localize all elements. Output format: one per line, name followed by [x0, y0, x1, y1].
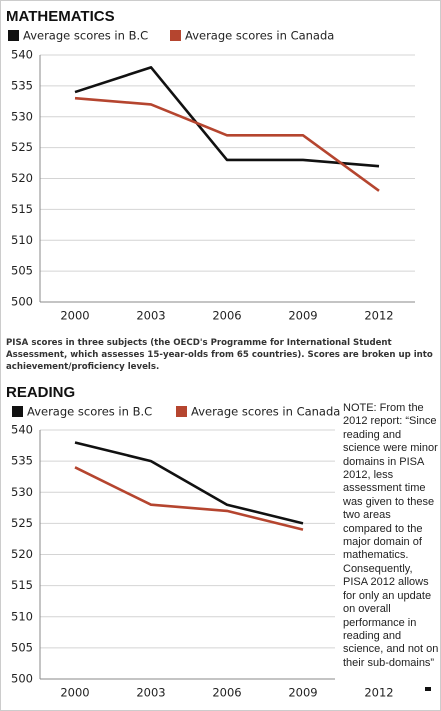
chart-title: MATHEMATICS — [6, 8, 115, 25]
y-tick-label: 520 — [11, 171, 33, 185]
x-tick-label: 2012 — [364, 309, 393, 323]
y-tick-label: 500 — [11, 672, 33, 686]
x-tick-label: 2000 — [60, 309, 89, 323]
y-tick-label: 535 — [11, 454, 33, 468]
y-tick-label: 530 — [11, 109, 33, 123]
y-tick-label: 500 — [11, 295, 33, 309]
y-tick-label: 510 — [11, 233, 33, 247]
legend-label: Average scores in Canada — [185, 29, 334, 43]
legend-swatch — [8, 30, 19, 41]
series-line — [74, 466, 304, 531]
y-tick-label: 505 — [11, 640, 33, 654]
legend-swatch — [170, 30, 181, 41]
y-tick-label: 540 — [11, 423, 33, 437]
x-tick-label: 2009 — [288, 309, 317, 323]
y-tick-label: 525 — [11, 140, 33, 154]
x-tick-label: 2000 — [60, 686, 89, 700]
x-tick-label: 2006 — [212, 686, 241, 700]
x-tick-label: 2009 — [288, 686, 317, 700]
legend-label: Average scores in B.C — [27, 405, 152, 419]
y-tick-label: 535 — [11, 78, 33, 92]
caption: PISA scores in three subjects (the OECD'… — [6, 338, 433, 372]
y-tick-label: 530 — [11, 485, 33, 499]
y-tick-label: 540 — [11, 48, 33, 62]
y-tick-label: 525 — [11, 516, 33, 530]
note: NOTE: From the 2012 report: “Since readi… — [343, 402, 439, 669]
y-tick-label: 515 — [11, 578, 33, 592]
legend-swatch — [176, 406, 187, 417]
x-tick-label: 2012 — [364, 686, 393, 700]
y-tick-label: 505 — [11, 264, 33, 278]
x-tick-label: 2003 — [136, 686, 165, 700]
legend-label: Average scores in Canada — [191, 405, 340, 419]
y-tick-label: 515 — [11, 202, 33, 216]
series-line — [74, 441, 304, 525]
chart-title: READING — [6, 384, 75, 401]
y-tick-label: 510 — [11, 609, 33, 623]
end-mark — [425, 687, 431, 691]
x-tick-label: 2006 — [212, 309, 241, 323]
x-tick-label: 2003 — [136, 309, 165, 323]
legend-swatch — [12, 406, 23, 417]
series-line — [74, 66, 380, 168]
series-line — [74, 96, 380, 192]
legend-label: Average scores in B.C — [23, 29, 148, 43]
y-tick-label: 520 — [11, 547, 33, 561]
